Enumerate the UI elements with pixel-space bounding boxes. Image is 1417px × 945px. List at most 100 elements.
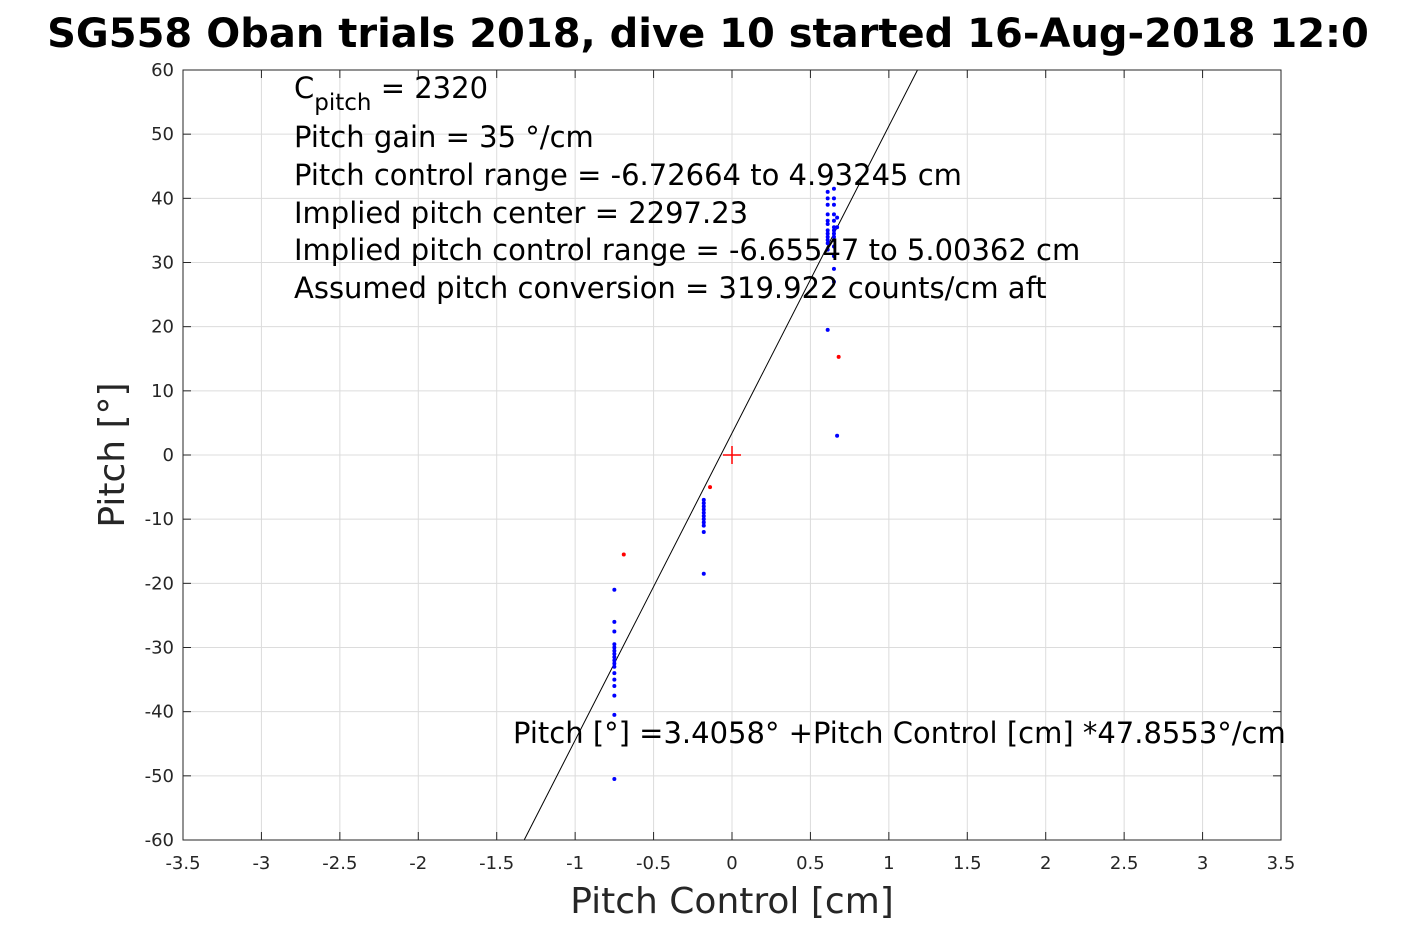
- data-point: [701, 497, 706, 502]
- data-point: [701, 530, 706, 534]
- y-tick-label: -20: [145, 573, 174, 594]
- data-point: [825, 189, 830, 194]
- data-point: [612, 619, 617, 624]
- x-axis-label: Pitch Control [cm]: [570, 881, 894, 922]
- data-point: [612, 677, 617, 682]
- annotation-cpitch-base: C: [294, 71, 314, 105]
- x-tick-label: 2.5: [1110, 853, 1139, 874]
- x-tick-label: -0.5: [636, 853, 671, 874]
- plot-frame: [182, 69, 1282, 841]
- y-tick-label: 10: [151, 381, 174, 402]
- data-point: [825, 234, 830, 239]
- data-point: [612, 645, 617, 650]
- data-point: [708, 485, 713, 490]
- y-tick-label: -60: [145, 830, 174, 851]
- x-tick-label: 1: [883, 853, 894, 874]
- data-point: [701, 507, 706, 512]
- annotation-implied-center: Implied pitch center = 2297.23: [294, 196, 748, 230]
- fit-line: [523, 69, 918, 841]
- data-point: [612, 671, 617, 676]
- y-tick-label: 60: [151, 60, 174, 81]
- data-point: [612, 629, 617, 634]
- data-point: [831, 279, 836, 284]
- data-point: [621, 552, 626, 557]
- data-point: [825, 196, 830, 201]
- x-tick-label: -1: [566, 853, 584, 874]
- data-point: [825, 222, 830, 226]
- data-point: [825, 212, 830, 217]
- data-point: [831, 238, 836, 243]
- data-point: [831, 234, 836, 239]
- annotation-cpitch-subscript: pitch: [314, 90, 371, 116]
- x-tick-label: 3: [1197, 853, 1208, 874]
- data-point: [612, 693, 617, 698]
- annotation-pitch-gain: Pitch gain = 35 °/cm: [294, 120, 594, 154]
- data-point: [825, 231, 830, 236]
- data-point: [831, 196, 836, 201]
- y-tick-label: 20: [151, 317, 174, 338]
- data-point: [831, 254, 836, 259]
- data-point: [825, 241, 830, 246]
- data-point: [701, 571, 706, 576]
- data-point: [825, 327, 830, 332]
- x-tick-label: 3.5: [1267, 853, 1296, 874]
- annotation-fit-equation: Pitch [°] =3.4058° +Pitch Control [cm] *…: [513, 716, 1286, 750]
- x-tick-label: -2: [409, 853, 427, 874]
- data-point: [825, 202, 830, 207]
- x-tick-label: -2.5: [322, 853, 357, 874]
- y-tick-label: 0: [163, 445, 174, 466]
- data-point: [612, 587, 617, 592]
- axis-ticks: -3.5 -3 -2.5 -2 -1.5 -1 -0.5 0 0.5 1 1.5 2 2.5 3 3.5 60…: [145, 60, 1296, 874]
- data-point: [612, 777, 617, 782]
- annotation-cpitch-value: = 2320: [371, 71, 488, 105]
- annotation-conversion: Assumed pitch conversion = 319.922 count…: [294, 271, 1047, 305]
- data-point: [831, 266, 836, 271]
- y-tick-label: -30: [145, 638, 174, 659]
- chart-title: SG558 Oban trials 2018, dive 10 started …: [47, 11, 1369, 57]
- data-point: [831, 231, 836, 236]
- data-point: [612, 651, 617, 656]
- data-point: [835, 433, 840, 438]
- data-point: [701, 501, 706, 506]
- data-point: [612, 658, 617, 663]
- x-tick-label: 1.5: [953, 853, 982, 874]
- data-point: [701, 523, 706, 528]
- annotation-control-range: Pitch control range = -6.72664 to 4.9324…: [294, 158, 962, 192]
- y-tick-label: -40: [145, 702, 174, 723]
- x-tick-label: 2: [1040, 853, 1051, 874]
- data-point: [701, 520, 706, 525]
- annotation-implied-range: Implied pitch control range = -6.65547 t…: [294, 233, 1080, 267]
- data-point: [825, 238, 830, 243]
- data-point: [831, 186, 836, 191]
- data-point: [612, 684, 617, 688]
- y-tick-label: 40: [151, 188, 174, 209]
- data-point: [831, 202, 836, 207]
- data-point: [701, 510, 706, 515]
- data-point: [825, 228, 830, 233]
- y-tick-label: 30: [151, 253, 174, 274]
- data-point: [612, 664, 617, 669]
- data-point: [701, 513, 706, 518]
- x-tick-label: -3: [252, 853, 270, 874]
- data-point: [831, 244, 836, 249]
- data-point: [612, 642, 617, 647]
- data-point: [612, 655, 617, 660]
- annotation-cpitch: Cpitch = 2320: [294, 71, 488, 116]
- data-point: [836, 354, 841, 359]
- x-tick-label: -1.5: [479, 853, 514, 874]
- data-point: [831, 212, 836, 217]
- y-tick-label: 50: [151, 124, 174, 145]
- data-point: [831, 218, 836, 223]
- data-point: [831, 228, 836, 233]
- y-axis-label: Pitch [°]: [92, 382, 133, 527]
- y-tick-label: -10: [145, 509, 174, 530]
- data-point: [612, 648, 617, 653]
- data-point: [701, 517, 706, 522]
- data-point: [612, 661, 617, 666]
- x-tick-label: 0: [726, 853, 737, 874]
- data-point: [835, 215, 840, 220]
- data-point: [612, 712, 617, 717]
- x-tick-label: 0.5: [796, 853, 825, 874]
- data-point: [825, 247, 830, 252]
